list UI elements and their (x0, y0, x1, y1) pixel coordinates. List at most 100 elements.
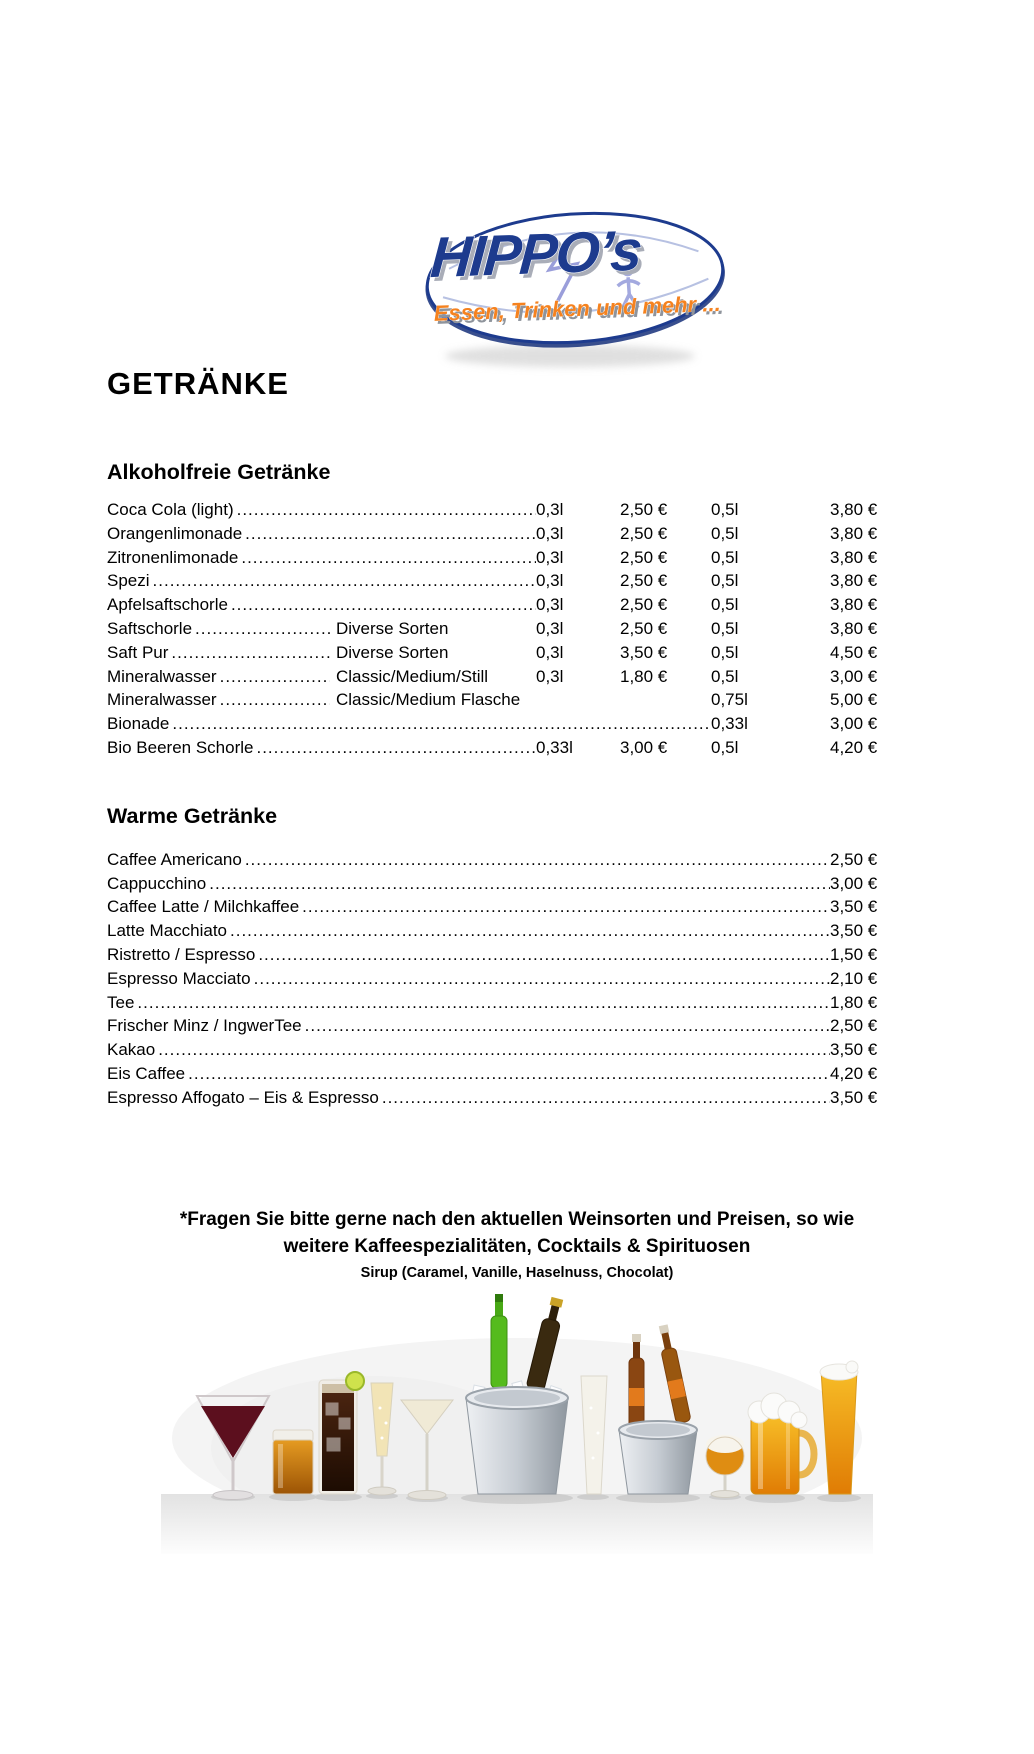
item-price-large: 3,80 € (830, 618, 878, 638)
item-name-cell: Frischer Minz / IngwerTee (107, 1014, 830, 1038)
person-icon (616, 264, 641, 310)
menu-item-row: Latte Macchiato 3,50 € (107, 919, 890, 943)
item-price-small: 2,50 € (620, 618, 668, 638)
lightning-icon (545, 237, 581, 303)
section-heading-soft-drinks: Alkoholfreie Getränke (107, 460, 331, 484)
item-price-large: 3,00 € (830, 666, 878, 686)
item-price-large: 3,80 € (830, 571, 878, 591)
item-price: 3,50 € (830, 897, 878, 917)
ice-bucket (465, 1294, 569, 1495)
dot-leader (302, 895, 830, 919)
menu-item-row: Cappucchino 3,00 € (107, 872, 890, 896)
item-size-small: 0,3l (536, 523, 564, 543)
dot-leader (241, 546, 536, 570)
item-name: Frischer Minz / IngwerTee (107, 1016, 302, 1036)
menu-item-row: Caffee Latte / Milchkaffee 3,50 € (107, 895, 890, 919)
beer-mug (747, 1392, 818, 1495)
beer-bottle-2 (658, 1324, 691, 1424)
dot-leader (256, 736, 536, 760)
dot-leader (230, 919, 830, 943)
dot-leader (245, 522, 536, 546)
item-price-small: 2,50 € (620, 547, 668, 567)
item-name-cell: Zitronenlimonade (107, 546, 536, 570)
dot-leader (258, 943, 830, 967)
menu-item-row: Espresso Affogato – Eis & Espresso 3,50 € (107, 1086, 890, 1110)
item-price: 2,10 € (830, 968, 878, 988)
item-size-large: 0,5l (711, 523, 739, 543)
dot-leader (305, 1014, 830, 1038)
item-size-large: 0,5l (711, 571, 739, 591)
item-price-large: 3,00 € (830, 714, 878, 734)
item-price-small: 2,50 € (620, 595, 668, 615)
item-name-cell: Ristretto / Espresso (107, 943, 830, 967)
item-price-small: 3,00 € (620, 737, 668, 757)
item-name: Apfelsaftschorle (107, 595, 228, 615)
item-name: Mineralwasser (107, 666, 217, 686)
item-name: Saft Pur (107, 642, 169, 662)
item-price-large: 4,20 € (830, 737, 878, 757)
item-price-large: 5,00 € (830, 690, 878, 710)
item-size-large: 0,5l (711, 595, 739, 615)
menu-item-row: Frischer Minz / IngwerTee 2,50 € (107, 1014, 890, 1038)
item-desc: Classic/Medium/Still (336, 666, 489, 686)
soft-drinks-rows: Coca Cola (light)0,3l2,50 €0,5l3,80 €Ora… (107, 498, 890, 760)
item-name: Coca Cola (light) (107, 500, 234, 519)
item-name-cell: Coca Cola (light) (107, 498, 536, 522)
item-name: Espresso Macciato (107, 968, 251, 988)
dot-leader (231, 593, 536, 617)
item-name: Mineralwasser (107, 690, 217, 710)
item-name-cell: Apfelsaftschorle (107, 593, 536, 617)
item-name-cell: Tee (107, 991, 830, 1015)
dot-leader (245, 848, 830, 872)
champagne-flute (367, 1382, 397, 1496)
item-name-cell: Espresso Macciato (107, 967, 830, 991)
item-size-large: 0,5l (711, 666, 739, 686)
dot-leader (220, 665, 330, 689)
item-name: Zitronenlimonade (107, 547, 239, 567)
logo-brand: HIPPO’s (428, 219, 642, 290)
item-size-large: 0,5l (711, 547, 739, 567)
item-price: 3,00 € (830, 873, 878, 893)
dot-leader (237, 498, 536, 522)
dot-leader (158, 1038, 830, 1062)
item-price: 3,50 € (830, 1087, 878, 1107)
menu-item-row: Zitronenlimonade 0,3l 2,50 € 0,5l 3,80 € (107, 546, 890, 570)
logo-brand-shadow: HIPPO’s (432, 223, 646, 294)
menu-item-row: Espresso Macciato 2,10 € (107, 967, 890, 991)
dot-leader (254, 967, 830, 991)
menu-item-row: Coca Cola (light) 0,3l 2,50 € 0,5l 3,80 € (107, 498, 890, 522)
menu-item-row: Ristretto / Espresso 1,50 € (107, 943, 890, 967)
item-name: Caffee Americano (107, 849, 242, 869)
menu-item-row: Caffee Americano 2,50 € (107, 848, 890, 872)
item-name-cell: Bio Beeren Schorle (107, 736, 536, 760)
lime-slice (345, 1371, 365, 1391)
item-desc: Diverse Sorten (336, 642, 449, 662)
item-name-cell: Cappucchino (107, 872, 830, 896)
item-price-small: 2,50 € (620, 571, 668, 591)
item-name-cell: Bionade (107, 712, 711, 736)
water-glass (580, 1375, 608, 1495)
item-price: 1,50 € (830, 944, 878, 964)
item-price: 3,50 € (830, 921, 878, 941)
dot-leader (209, 872, 830, 896)
menu-item-row: Eis Caffee 4,20 € (107, 1062, 890, 1086)
item-price-small: 2,50 € (620, 500, 668, 519)
menu-item-row: Bio Beeren Schorle 0,33l 3,00 € 0,5l 4,20 € (107, 736, 890, 760)
item-price: 1,80 € (830, 992, 878, 1012)
item-name: Cappucchino (107, 873, 207, 893)
dot-leader (172, 712, 711, 736)
hippos-logo: HIPPO’s HIPPO’s Essen, Trinken und mehr … (420, 188, 738, 376)
bottle-bucket (618, 1324, 698, 1495)
menu-item-row: Saft Pur Diverse Sorten 0,3l 3,50 € 0,5l 4,50… (107, 641, 890, 665)
snifter-glass (705, 1435, 745, 1498)
drinks-photo (161, 1288, 873, 1554)
item-size-large: 0,5l (711, 737, 739, 757)
item-name: Espresso Affogato – Eis & Espresso (107, 1087, 379, 1107)
item-size-small: 0,3l (536, 642, 564, 662)
item-price-large: 3,80 € (830, 595, 878, 615)
item-price: 3,50 € (830, 1040, 878, 1060)
item-price-large: 4,50 € (830, 642, 878, 662)
item-size-small: 0,3l (536, 500, 564, 519)
dot-leader (153, 569, 536, 593)
item-size-large: 0,5l (711, 500, 739, 519)
